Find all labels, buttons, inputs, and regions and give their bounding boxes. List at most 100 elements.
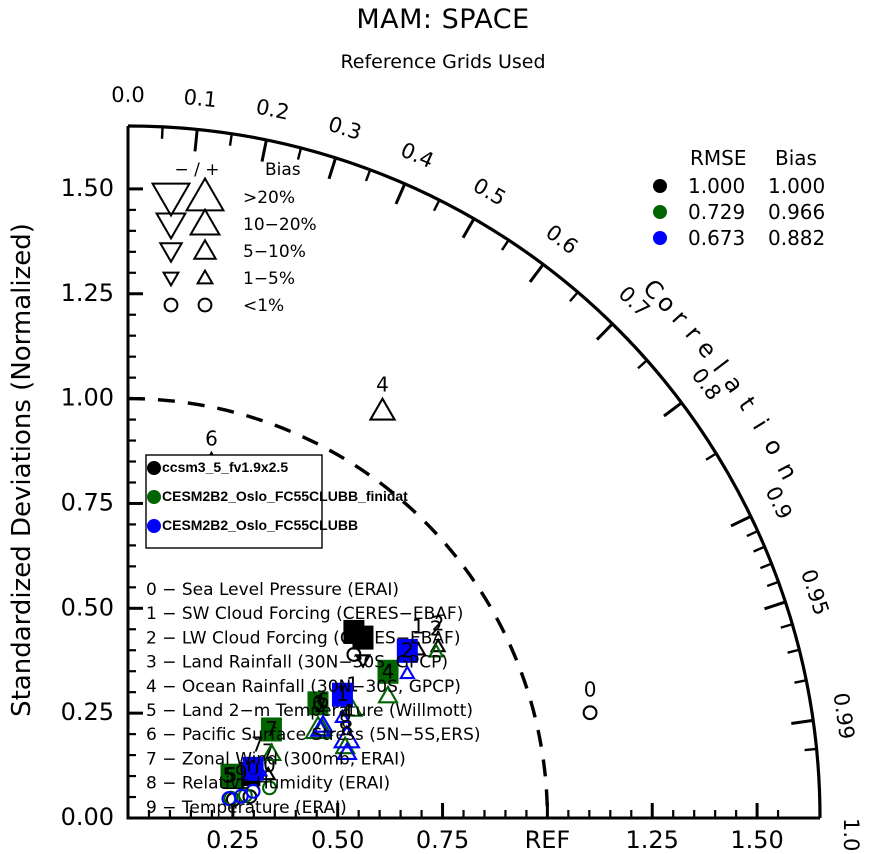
model-legend-label: ccsm3_5_fv1.9x2.5 [162,459,288,475]
point-label: 0 [263,753,276,777]
bias-legend-header-right: Bias [265,160,301,180]
point-label: 4 [382,659,395,683]
y-tick-label: 0.25 [61,698,114,726]
bias-triangle-marker [334,735,356,755]
x-axis-tick-labels: 0.25 0.50 0.75 REF 1.25 1.50 [206,826,784,854]
point-label: 0 [584,678,597,702]
variable-legend-item: 4 − Ocean Rainfall (30N−30S, GPCP) [146,677,461,697]
rmse-legend-rmse-value: 0.673 [688,226,745,250]
point-label-box [220,763,242,788]
correlation-tick-label: 0.3 [325,112,364,145]
bias-triangle-marker [368,396,397,421]
rmse-legend-bias-value: 0.966 [768,200,825,224]
bias-triangle-marker [398,664,416,680]
correlation-tick-label: 0.0 [111,83,144,107]
bias-triangle-marker [161,271,181,288]
model-legend-box [145,454,323,549]
point-label-box [352,625,374,650]
bias-legend-row-label: 5−10% [243,242,306,262]
bias-triangle-marker [341,698,364,717]
rmse-legend-rmse-value: 1.000 [688,174,745,198]
variable-legend-item: 6 − Pacific Surface Stress (5N−5S,ERS) [146,725,481,745]
point-label: 8 [341,716,354,740]
bias-triangle-marker [246,757,269,777]
y-tick-label: 0.75 [61,488,114,516]
rmse-legend-dot [653,231,667,245]
y-tick-label: 1.25 [61,279,114,307]
rmse-legend-dot [653,179,667,193]
point-label: 6 [205,427,218,451]
correlation-tick-label: 0.9 [761,483,797,524]
point-label: 8 [357,625,370,649]
bias-circle-marker [163,297,179,313]
data-point-markers: 012345678901234567890123456789 [197,372,598,807]
correlation-tick-label: 0.95 [796,566,833,618]
page-subtitle: Reference Grids Used [340,51,545,73]
point-label: 6 [317,689,330,713]
correlation-ticks [126,126,820,820]
model-legend: ccsm3_5_fv1.9x2.5 CESM2B2_Oslo_FC55CLUBB_… [145,454,408,549]
point-label: 5 [225,763,238,787]
correlation-tick-label: 0.1 [182,85,218,112]
model-legend-label: CESM2B2_Oslo_FC55CLUBB [162,517,358,533]
correlation-axis-title-char: e [691,334,722,363]
bias-circle-marker [262,780,277,796]
bias-triangle-marker [354,654,372,669]
rmse-legend-header: RMSE [690,146,746,170]
point-label: 9 [235,761,248,785]
correlation-tick-label: 0.4 [397,138,437,173]
correlation-tick-label: 1.0 [839,818,863,851]
bias-triangle-marker [427,643,445,658]
correlation-axis-title-char: o [758,433,790,460]
point-label: 5 [223,764,236,788]
y-axis-tick-labels: 0.00 0.25 0.50 0.75 1.00 1.25 1.50 [61,174,114,831]
point-label-box [307,691,329,716]
point-label-box [377,659,399,684]
bias-triangle-marker [188,207,222,236]
model-legend-dot[interactable] [147,519,161,533]
bias-triangle-marker [332,724,361,749]
y-tick-label: 1.50 [61,174,114,202]
point-label: 2 [401,638,414,662]
point-label: 1 [412,615,425,639]
x-tick-label: 1.50 [730,826,783,854]
point-label: 2 [432,611,445,635]
x-tick-label: REF [525,826,571,854]
point-label: 3 [314,693,327,717]
model-legend-dot[interactable] [147,490,161,504]
bias-triangle-marker [334,708,351,723]
bias-triangle-marker [260,742,283,762]
correlation-axis-title-char: t [733,392,762,415]
y-axis-label: Standardized Deviations (Normalized) [7,223,37,717]
bias-legend-row-label: <1% [243,296,284,316]
bias-triangle-marker [192,238,218,260]
variable-legend-item: 7 − Zonal Wind (300mb, ERAI) [146,749,406,769]
correlation-tick-label: 0.5 [469,173,510,210]
bias-circle-marker [233,788,249,804]
variable-legend-item: 5 − Land 2−m Temperature (Willmott) [146,701,473,721]
bias-circle-marker [197,297,213,313]
x-tick-label: 1.25 [626,826,679,854]
bias-triangle-marker [154,212,188,241]
point-label: 4 [340,700,353,724]
bias-triangle-marker [158,242,184,264]
bias-circle-marker [582,705,598,721]
variable-legend: 0 − Sea Level Pressure (ERAI) 1 − SW Clou… [146,580,481,818]
point-label: 2 [430,617,443,641]
correlation-axis-title-char: n [771,458,803,485]
variable-legend-item: 9 − Temperature (ERAI) [146,798,347,818]
point-label: 4 [376,372,389,396]
correlation-axis-title-char: a [718,370,749,398]
variable-legend-item: 0 − Sea Level Pressure (ERAI) [146,580,399,600]
point-label: 1 [336,682,349,706]
point-label: 7 [265,717,278,741]
reference-sd-arc [127,396,550,819]
model-legend-dot[interactable] [147,461,161,475]
correlation-arc [127,124,822,819]
rmse-legend-rmse-value: 0.729 [688,200,745,224]
correlation-axis-title-char: i [747,414,774,434]
bias-triangle-marker [312,714,334,733]
bias-triangle-marker [184,176,226,212]
bias-legend-row-label: 1−5% [243,269,295,289]
